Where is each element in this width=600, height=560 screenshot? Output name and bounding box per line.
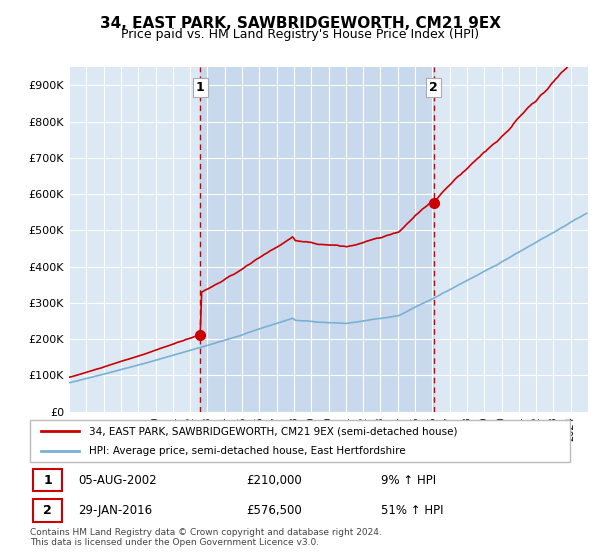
Text: 29-JAN-2016: 29-JAN-2016 [79, 504, 153, 517]
Text: 1: 1 [43, 474, 52, 487]
Text: 2: 2 [43, 504, 52, 517]
Bar [33, 469, 62, 491]
Text: 05-AUG-2002: 05-AUG-2002 [79, 474, 157, 487]
Text: HPI: Average price, semi-detached house, East Hertfordshire: HPI: Average price, semi-detached house,… [89, 446, 406, 456]
Text: £210,000: £210,000 [246, 474, 302, 487]
Text: Price paid vs. HM Land Registry's House Price Index (HPI): Price paid vs. HM Land Registry's House … [121, 28, 479, 41]
Text: 34, EAST PARK, SAWBRIDGEWORTH, CM21 9EX (semi-detached house): 34, EAST PARK, SAWBRIDGEWORTH, CM21 9EX … [89, 426, 458, 436]
Text: 2: 2 [430, 81, 438, 95]
Text: 51% ↑ HPI: 51% ↑ HPI [381, 504, 443, 517]
Text: 1: 1 [196, 81, 205, 95]
Text: £576,500: £576,500 [246, 504, 302, 517]
Text: 9% ↑ HPI: 9% ↑ HPI [381, 474, 436, 487]
Text: Contains HM Land Registry data © Crown copyright and database right 2024.
This d: Contains HM Land Registry data © Crown c… [30, 528, 382, 547]
Text: 34, EAST PARK, SAWBRIDGEWORTH, CM21 9EX: 34, EAST PARK, SAWBRIDGEWORTH, CM21 9EX [100, 16, 500, 31]
Bar [200, 67, 434, 412]
Bar [33, 500, 62, 522]
